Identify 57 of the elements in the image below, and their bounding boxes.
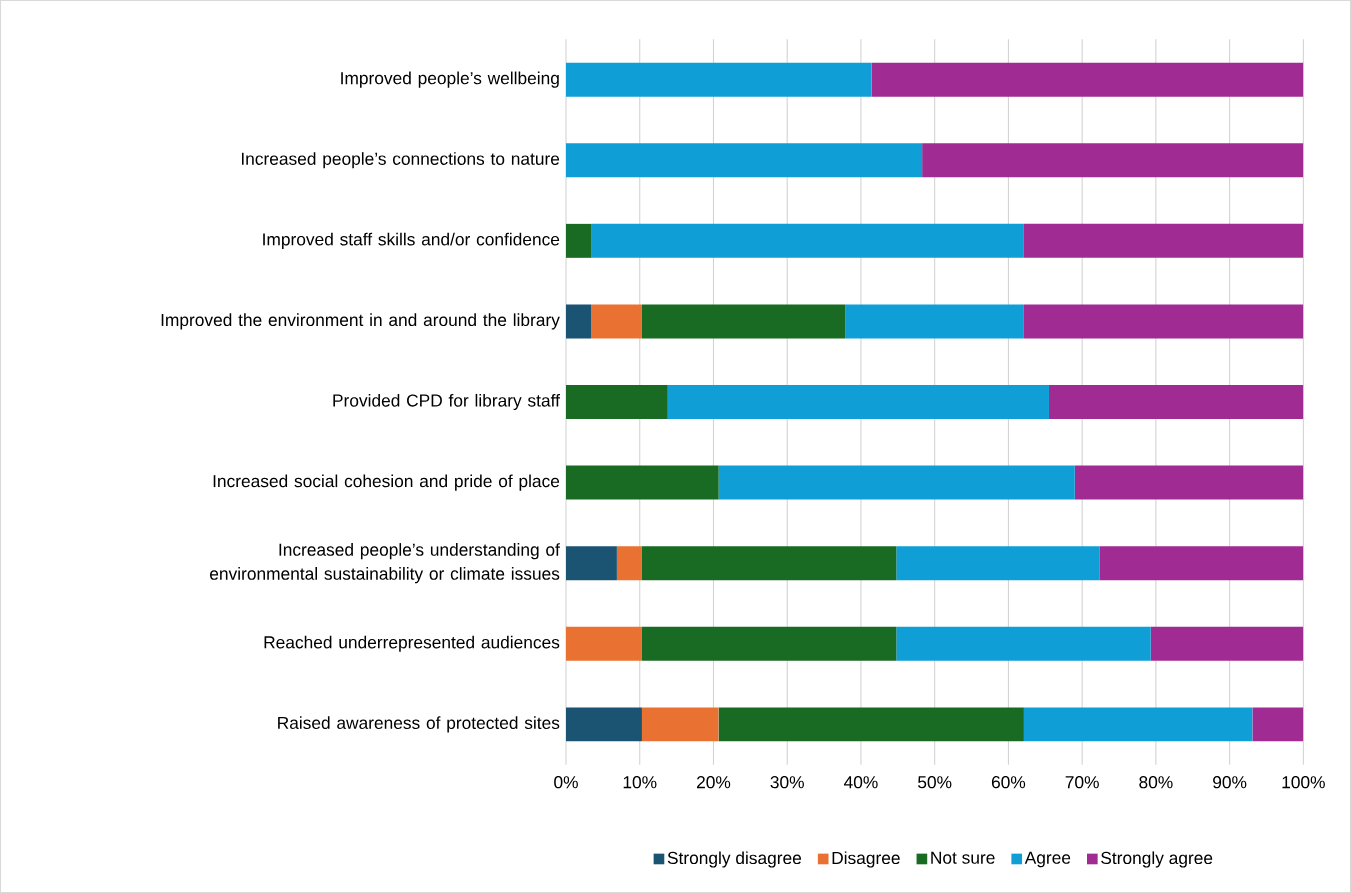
bar bbox=[1252, 707, 1304, 742]
bar bbox=[667, 385, 1049, 420]
legend-label: Agree bbox=[1024, 851, 1071, 868]
y-tick-label: Increased people’s understanding of environmental sustainability or climate issues bbox=[210, 543, 560, 584]
x-tick-label: 10% bbox=[623, 776, 657, 789]
bar bbox=[896, 546, 1100, 581]
x-tick-label: 30% bbox=[770, 776, 804, 789]
x-tick-label: 100% bbox=[1282, 776, 1325, 789]
bar bbox=[566, 385, 668, 420]
x-tick-label: 90% bbox=[1213, 776, 1247, 789]
bar bbox=[845, 304, 1024, 339]
y-tick-label: Improved people’s wellbeing bbox=[341, 71, 559, 88]
bar bbox=[566, 62, 872, 97]
bar bbox=[641, 546, 897, 581]
bar bbox=[566, 626, 642, 661]
bar bbox=[1150, 626, 1304, 661]
bar bbox=[566, 707, 642, 742]
legend-label: Strongly disagree bbox=[667, 851, 802, 868]
bar bbox=[1023, 707, 1253, 742]
bar bbox=[641, 304, 846, 339]
y-tick-label: Increased social cohesion and pride of place bbox=[213, 474, 560, 491]
x-tick-label: 80% bbox=[1139, 776, 1173, 789]
bar bbox=[566, 546, 617, 581]
bar bbox=[896, 626, 1151, 661]
y-tick-label: Raised awareness of protected sites bbox=[278, 716, 560, 733]
y-tick-label: Provided CPD for library staff bbox=[333, 393, 560, 411]
bar bbox=[1023, 304, 1304, 339]
bar bbox=[616, 546, 642, 581]
y-tick-label: Reached underrepresented audiences bbox=[264, 635, 560, 652]
x-tick-label: 70% bbox=[1065, 776, 1099, 789]
bar bbox=[1023, 223, 1304, 258]
y-tick-label: Increased people’s connections to nature bbox=[241, 152, 560, 169]
bar bbox=[1048, 385, 1304, 420]
y-tick-label: Improved staff skills and/or confidence bbox=[263, 232, 560, 249]
x-tick-label: 50% bbox=[918, 776, 952, 789]
bar bbox=[922, 143, 1304, 178]
bar bbox=[718, 707, 1024, 742]
bar bbox=[591, 223, 1024, 258]
bar bbox=[591, 304, 642, 339]
bar bbox=[566, 223, 592, 258]
x-tick-label: 0% bbox=[554, 776, 578, 789]
y-tick-label: Improved the environment in and around the library bbox=[161, 313, 560, 330]
bar bbox=[566, 304, 592, 339]
bar bbox=[566, 143, 923, 178]
bar bbox=[641, 707, 719, 742]
bar bbox=[718, 465, 1075, 500]
x-tick-label: 60% bbox=[991, 776, 1026, 789]
x-tick-label: 20% bbox=[697, 776, 731, 789]
bar bbox=[641, 626, 897, 661]
legend-label: Not sure bbox=[931, 851, 995, 864]
bar bbox=[1074, 465, 1304, 500]
bar bbox=[871, 62, 1304, 97]
bar bbox=[1099, 546, 1304, 581]
legend-label: Strongly agree bbox=[1101, 851, 1213, 868]
legend-label: Disagree bbox=[832, 851, 900, 868]
x-tick-label: 40% bbox=[843, 776, 878, 789]
bar bbox=[566, 465, 719, 500]
